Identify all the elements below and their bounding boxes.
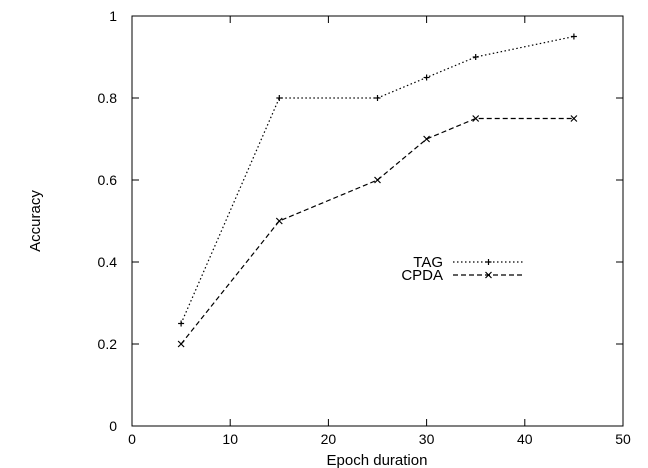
data-point-cpda-2: [374, 176, 381, 184]
x-tick-label-5: 50: [615, 431, 631, 447]
legend-marker-tag: [485, 259, 492, 265]
series-line-tag: [180, 35, 575, 324]
x-axis-label: Epoch duration: [327, 452, 428, 468]
series-line-cpda: [180, 117, 574, 345]
x-tick-label-3: 30: [419, 431, 435, 447]
y-tick-label-2: 0.4: [98, 254, 118, 270]
data-point-tag-0: [178, 320, 185, 327]
data-point-cpda-5: [570, 115, 578, 122]
data-point-tag-5: [570, 33, 577, 40]
data-point-cpda-1: [275, 217, 283, 225]
x-tick-label-2: 20: [321, 431, 337, 447]
plot-frame: [131, 15, 624, 427]
data-point-cpda-3: [423, 135, 431, 143]
axis-ticks: 0 10 20 30 40 50 0 0.2 0.4 0.6 0.8 1: [98, 8, 631, 447]
data-point-cpda-0: [177, 340, 185, 348]
legend-marker-cpda: [485, 271, 492, 279]
x-tick-label-0: 0: [128, 431, 136, 447]
data-point-tag-3: [423, 74, 430, 81]
data-point-tag-1: [276, 95, 283, 101]
data-point-cpda-4: [472, 115, 480, 122]
series-layer: [177, 33, 578, 348]
y-tick-label-1: 0.2: [98, 336, 118, 352]
data-point-tag-2: [374, 95, 381, 101]
legend-label-cpda: CPDA: [401, 267, 443, 284]
y-tick-label-4: 0.8: [98, 90, 118, 106]
data-point-tag-4: [472, 54, 479, 60]
x-tick-label-1: 10: [222, 431, 238, 447]
y-tick-label-5: 1: [109, 8, 117, 24]
x-tick-label-4: 40: [517, 431, 533, 447]
y-axis-label: Accuracy: [27, 190, 44, 252]
y-tick-label-3: 0.6: [98, 172, 118, 188]
legend-label-tag: TAG: [413, 254, 443, 271]
y-tick-label-0: 0: [109, 418, 117, 434]
